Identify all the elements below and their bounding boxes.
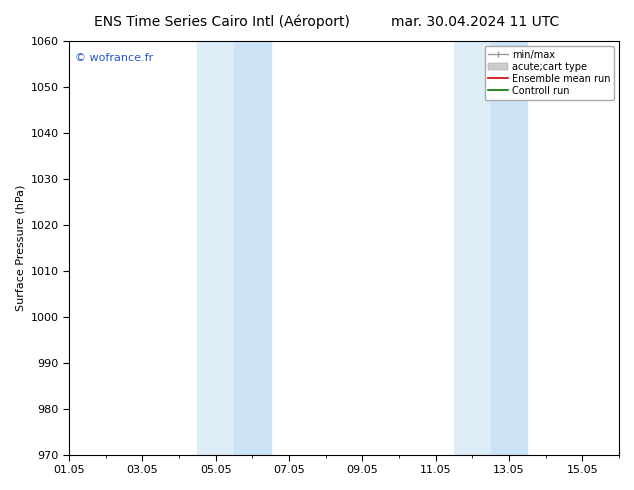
Text: ENS Time Series Cairo Intl (Aéroport): ENS Time Series Cairo Intl (Aéroport) — [94, 15, 350, 29]
Bar — [234, 41, 271, 455]
Bar — [491, 41, 527, 455]
Text: mar. 30.04.2024 11 UTC: mar. 30.04.2024 11 UTC — [391, 15, 560, 29]
Y-axis label: Surface Pressure (hPa): Surface Pressure (hPa) — [15, 185, 25, 311]
Legend: min/max, acute;cart type, Ensemble mean run, Controll run: min/max, acute;cart type, Ensemble mean … — [484, 46, 614, 99]
Bar — [454, 41, 491, 455]
Text: © wofrance.fr: © wofrance.fr — [75, 53, 153, 64]
Bar — [197, 41, 234, 455]
